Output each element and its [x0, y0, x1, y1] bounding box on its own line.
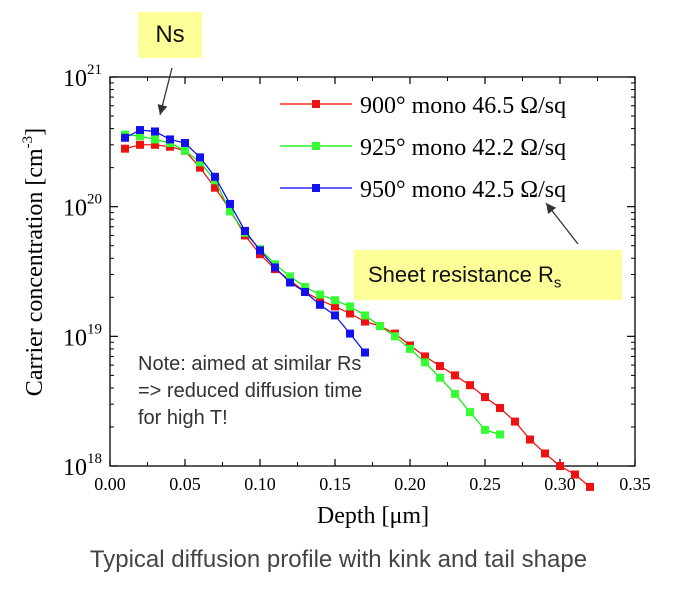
- data-point: [376, 322, 384, 331]
- sheet-resistance-subscript: s: [553, 274, 562, 292]
- rs-arrow-head: [546, 203, 557, 214]
- y-tick-label: 1020: [63, 192, 102, 222]
- data-point: [256, 246, 264, 255]
- annotations: [157, 67, 579, 245]
- legend: 900° mono 46.5 Ω/sq 925° mono 42.2 Ω/sq 95…: [280, 93, 566, 203]
- data-point: [466, 408, 474, 417]
- data-point: [121, 133, 129, 142]
- legend-marker: [312, 100, 320, 108]
- data-point: [451, 389, 459, 398]
- data-point: [571, 470, 579, 479]
- legend-label: 900° mono 46.5 Ω/sq: [360, 93, 566, 119]
- y-tick-label: 1019: [63, 321, 102, 351]
- data-point: [211, 183, 219, 192]
- x-tick-label: 0.20: [394, 474, 426, 494]
- data-point: [451, 371, 459, 380]
- x-axis-label: Depth [μm]: [317, 503, 429, 529]
- data-point: [301, 287, 309, 296]
- data-point: [181, 146, 189, 155]
- data-point: [241, 226, 249, 235]
- series-layer: [121, 126, 594, 491]
- ns-callout: Ns: [138, 12, 202, 58]
- data-point: [121, 144, 129, 153]
- series-2: [121, 130, 504, 439]
- legend-label: 950° mono 42.5 Ω/sq: [360, 177, 566, 203]
- data-point: [586, 482, 594, 491]
- series-line: [124, 129, 366, 353]
- data-point: [316, 290, 324, 299]
- data-point: [331, 296, 339, 305]
- data-point: [526, 435, 534, 444]
- figure-caption: Typical diffusion profile with kink and …: [89, 546, 588, 573]
- legend-label: 925° mono 42.2 Ω/sq: [360, 135, 566, 161]
- data-point: [151, 127, 159, 136]
- sheet-resistance-label: Sheet resistance R: [368, 262, 554, 287]
- data-point: [511, 417, 519, 426]
- data-point: [196, 158, 204, 167]
- data-point: [436, 362, 444, 371]
- data-point: [541, 449, 549, 458]
- data-point: [406, 344, 414, 353]
- sheet-resistance-callout: Sheet resistance Rs: [354, 250, 622, 300]
- data-point: [421, 358, 429, 367]
- data-point: [316, 296, 324, 305]
- data-point: [286, 278, 294, 287]
- data-point: [346, 302, 354, 311]
- data-point: [361, 348, 369, 357]
- x-tick-label: 0.25: [469, 474, 501, 494]
- data-point: [226, 207, 234, 216]
- x-tick-label: 0.30: [544, 474, 576, 494]
- data-point: [316, 300, 324, 309]
- ns-arrow-head: [157, 104, 168, 115]
- y-tick-label: 1018: [63, 451, 102, 481]
- data-point: [556, 462, 564, 470]
- y-tick-label: 1021: [63, 62, 102, 92]
- legend-marker: [312, 184, 320, 192]
- data-point: [136, 132, 144, 141]
- note-text: Note: aimed at similar Rs => reduced dif…: [138, 351, 438, 432]
- data-point: [331, 302, 339, 311]
- data-point: [481, 393, 489, 402]
- data-point: [286, 272, 294, 281]
- data-point: [181, 138, 189, 147]
- note-line: Note: aimed at similar Rs: [138, 353, 362, 375]
- legend-marker: [312, 142, 320, 150]
- data-point: [496, 404, 504, 413]
- data-point: [331, 311, 339, 320]
- series-3: [121, 126, 369, 357]
- data-point: [301, 283, 309, 292]
- x-tick-label: 0.15: [319, 474, 351, 494]
- data-point: [361, 311, 369, 320]
- data-point: [346, 329, 354, 338]
- data-point: [196, 153, 204, 162]
- axes: 0.00 0.05 0.10 0.15 0.20 0.25 0.30 0.35 1018 1019…: [63, 62, 651, 494]
- data-point: [346, 309, 354, 318]
- data-point: [151, 140, 159, 149]
- data-point: [496, 430, 504, 439]
- data-point: [196, 163, 204, 172]
- data-point: [136, 140, 144, 149]
- x-tick-label: 0.35: [619, 474, 651, 494]
- data-point: [271, 263, 279, 272]
- data-point: [421, 352, 429, 361]
- x-tick-label: 0.10: [244, 474, 276, 494]
- x-tick-label: 0.00: [94, 474, 126, 494]
- data-point: [166, 135, 174, 144]
- note-line: => reduced diffusion time: [138, 380, 363, 402]
- y-axis-label: Carrier concentration [cm-3]: [20, 128, 48, 396]
- data-point: [391, 332, 399, 341]
- data-point: [151, 135, 159, 144]
- data-point: [436, 373, 444, 382]
- data-point: [361, 317, 369, 326]
- data-point: [481, 425, 489, 434]
- data-point: [466, 381, 474, 390]
- data-point: [226, 199, 234, 208]
- data-point: [136, 126, 144, 135]
- data-point: [211, 172, 219, 181]
- note-line: for high T!: [138, 407, 228, 429]
- x-tick-label: 0.05: [169, 474, 201, 494]
